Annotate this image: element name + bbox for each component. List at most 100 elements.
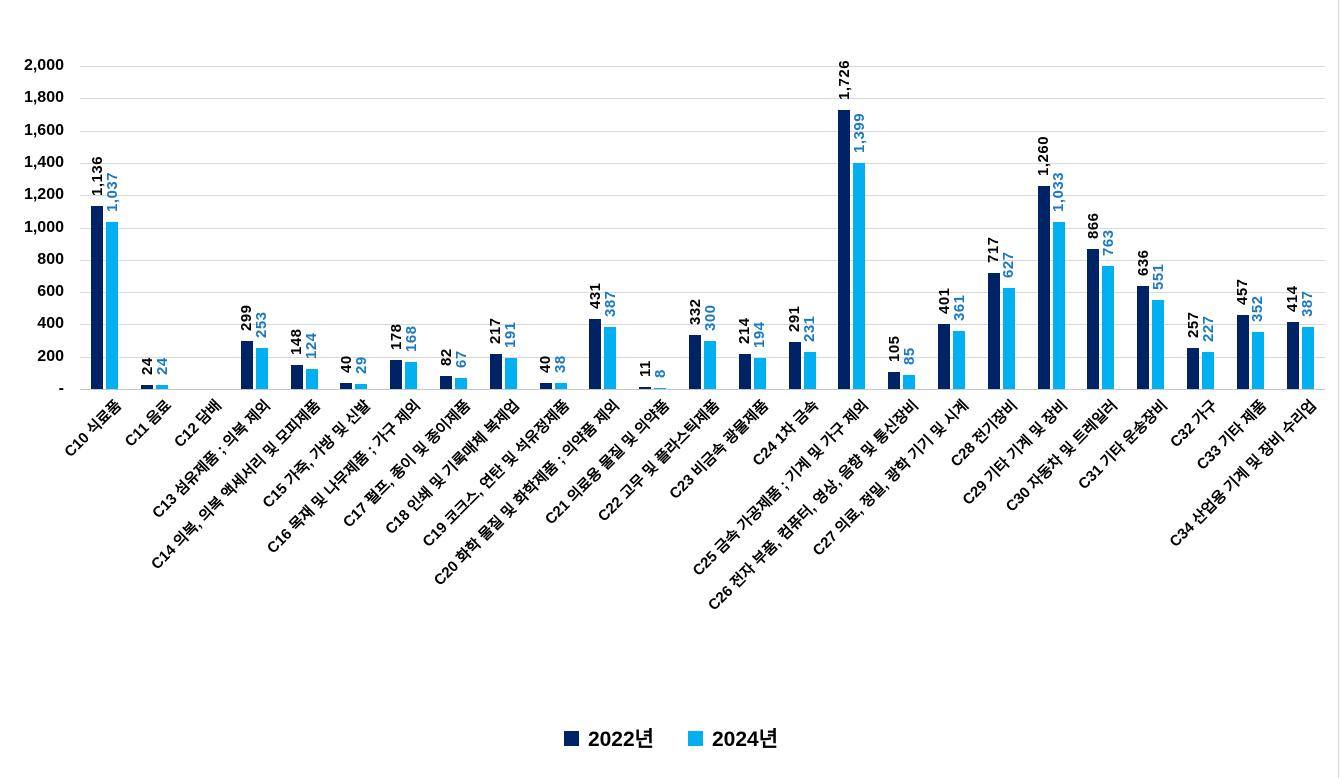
gridline [80, 259, 1325, 261]
data-label-2024년: 67 [452, 350, 470, 369]
gridline [80, 162, 1325, 164]
bar-2024년 [1301, 326, 1314, 389]
data-label-2024년: 8 [651, 368, 669, 378]
data-label-2022년: 1,136 [88, 155, 106, 196]
bar-2024년 [953, 330, 965, 389]
gridline [80, 66, 1325, 67]
data-label-2022년: 431 [586, 282, 604, 310]
bar-2022년 [788, 342, 801, 389]
bar-2022년 [141, 385, 154, 389]
data-label-2022년: 24 [138, 357, 156, 376]
y-axis-tick-label: 400 [37, 315, 64, 333]
gridline [80, 356, 1325, 358]
data-label-2024년: 627 [1000, 251, 1018, 278]
data-label-2022년: 1,260 [1035, 135, 1053, 176]
data-label-2024년: 227 [1199, 315, 1217, 343]
data-label-2022년: 82 [437, 348, 455, 366]
bar-2022년 [340, 382, 353, 389]
data-label-2024년: 1,033 [1050, 172, 1068, 213]
y-axis-tick-label: 1,200 [23, 186, 64, 204]
data-label-2024년: 29 [352, 356, 370, 375]
bar-2022년 [539, 382, 552, 389]
data-label-2024년: 551 [1149, 263, 1167, 291]
data-label-2022년: 105 [885, 335, 903, 363]
bar-2022년 [489, 353, 502, 389]
bar-2022년 [440, 375, 452, 389]
data-label-2024년: 387 [601, 289, 619, 317]
bar-2024년 [504, 358, 517, 389]
bar-2022년 [987, 273, 1000, 389]
bar-2022년 [290, 365, 303, 389]
bar-2024년 [554, 382, 567, 389]
bar-2022년 [738, 354, 751, 389]
bar-2024년 [305, 368, 318, 389]
legend-swatch-2022 [563, 730, 579, 746]
data-label-2022년: 178 [387, 323, 405, 351]
bar-2022년 [1087, 249, 1100, 389]
data-label-2022년: 40 [337, 354, 355, 373]
data-label-2024년: 191 [502, 321, 520, 349]
data-label-2024년: 387 [1299, 289, 1317, 317]
bar-2024년 [1152, 300, 1165, 389]
bar-2022년 [888, 372, 901, 389]
gridline [80, 130, 1325, 132]
y-axis-tick-label: 200 [37, 347, 64, 365]
bar-2022년 [91, 205, 104, 389]
y-axis-tick-label: 1,400 [23, 153, 64, 171]
bar-2024년 [1052, 222, 1065, 389]
data-label-2024년: 24 [153, 357, 171, 376]
data-label-2022년: 866 [1084, 212, 1102, 240]
data-label-2024년: 124 [303, 332, 321, 359]
gridline [80, 227, 1325, 229]
bar-2024년 [405, 361, 418, 389]
y-axis-tick-label: 1,600 [23, 121, 64, 139]
data-label-2024년: 763 [1099, 229, 1117, 256]
bar-2024년 [704, 340, 716, 389]
bar-2022년 [1286, 322, 1299, 389]
data-label-2024년: 1,399 [850, 113, 868, 154]
x-axis-line [80, 389, 1325, 390]
data-label-2022년: 636 [1134, 249, 1152, 277]
data-label-2022년: 257 [1184, 310, 1202, 338]
bar-2024년 [455, 378, 467, 389]
data-label-2024년: 253 [253, 311, 271, 339]
bar-2024년 [1102, 265, 1115, 389]
bar-2024년 [156, 385, 169, 389]
y-axis-tick-label: 800 [37, 250, 64, 268]
data-label-2022년: 11 [636, 360, 654, 378]
bar-2022년 [1137, 286, 1150, 389]
bar-2024년 [604, 326, 617, 389]
bar-2024년 [803, 351, 816, 389]
bar-2024년 [1002, 287, 1015, 389]
data-label-2024년: 1,037 [103, 171, 121, 212]
data-label-2024년: 85 [900, 347, 918, 366]
bar-2024년 [355, 384, 368, 389]
data-label-2024년: 194 [751, 321, 769, 348]
y-axis-tick-label: 1,000 [23, 218, 64, 236]
y-axis-tick-label: 1,800 [23, 89, 64, 107]
data-label-2024년: 352 [1249, 295, 1267, 323]
y-axis-tick-label: - [58, 380, 64, 397]
bar-2024년 [654, 387, 667, 389]
bar-2024년 [255, 348, 268, 389]
data-label-2022년: 40 [537, 354, 555, 373]
data-label-2022년: 332 [686, 298, 704, 326]
bar-2022년 [938, 324, 950, 389]
bar-2024년 [753, 357, 766, 389]
bar-2024년 [903, 375, 916, 389]
data-label-2024년: 38 [552, 355, 570, 373]
data-label-2024년: 300 [701, 304, 719, 331]
bar-2024년 [1251, 332, 1264, 389]
data-label-2024년: 361 [950, 294, 968, 321]
bar-2024년 [106, 221, 119, 389]
bar-2022년 [1236, 315, 1249, 389]
bar-2022년 [240, 340, 253, 389]
data-label-2022년: 1,726 [835, 60, 853, 101]
legend-label-2024: 2024년 [712, 728, 779, 751]
data-label-2022년: 414 [1284, 285, 1302, 313]
x-axis-category-label: C20 화학 물질 및 화학제품 ; 의약품 제외 [430, 397, 623, 590]
legend-swatch-2024 [688, 730, 703, 746]
bar-2024년 [1202, 352, 1214, 389]
chart-right-border [1338, 0, 1339, 778]
